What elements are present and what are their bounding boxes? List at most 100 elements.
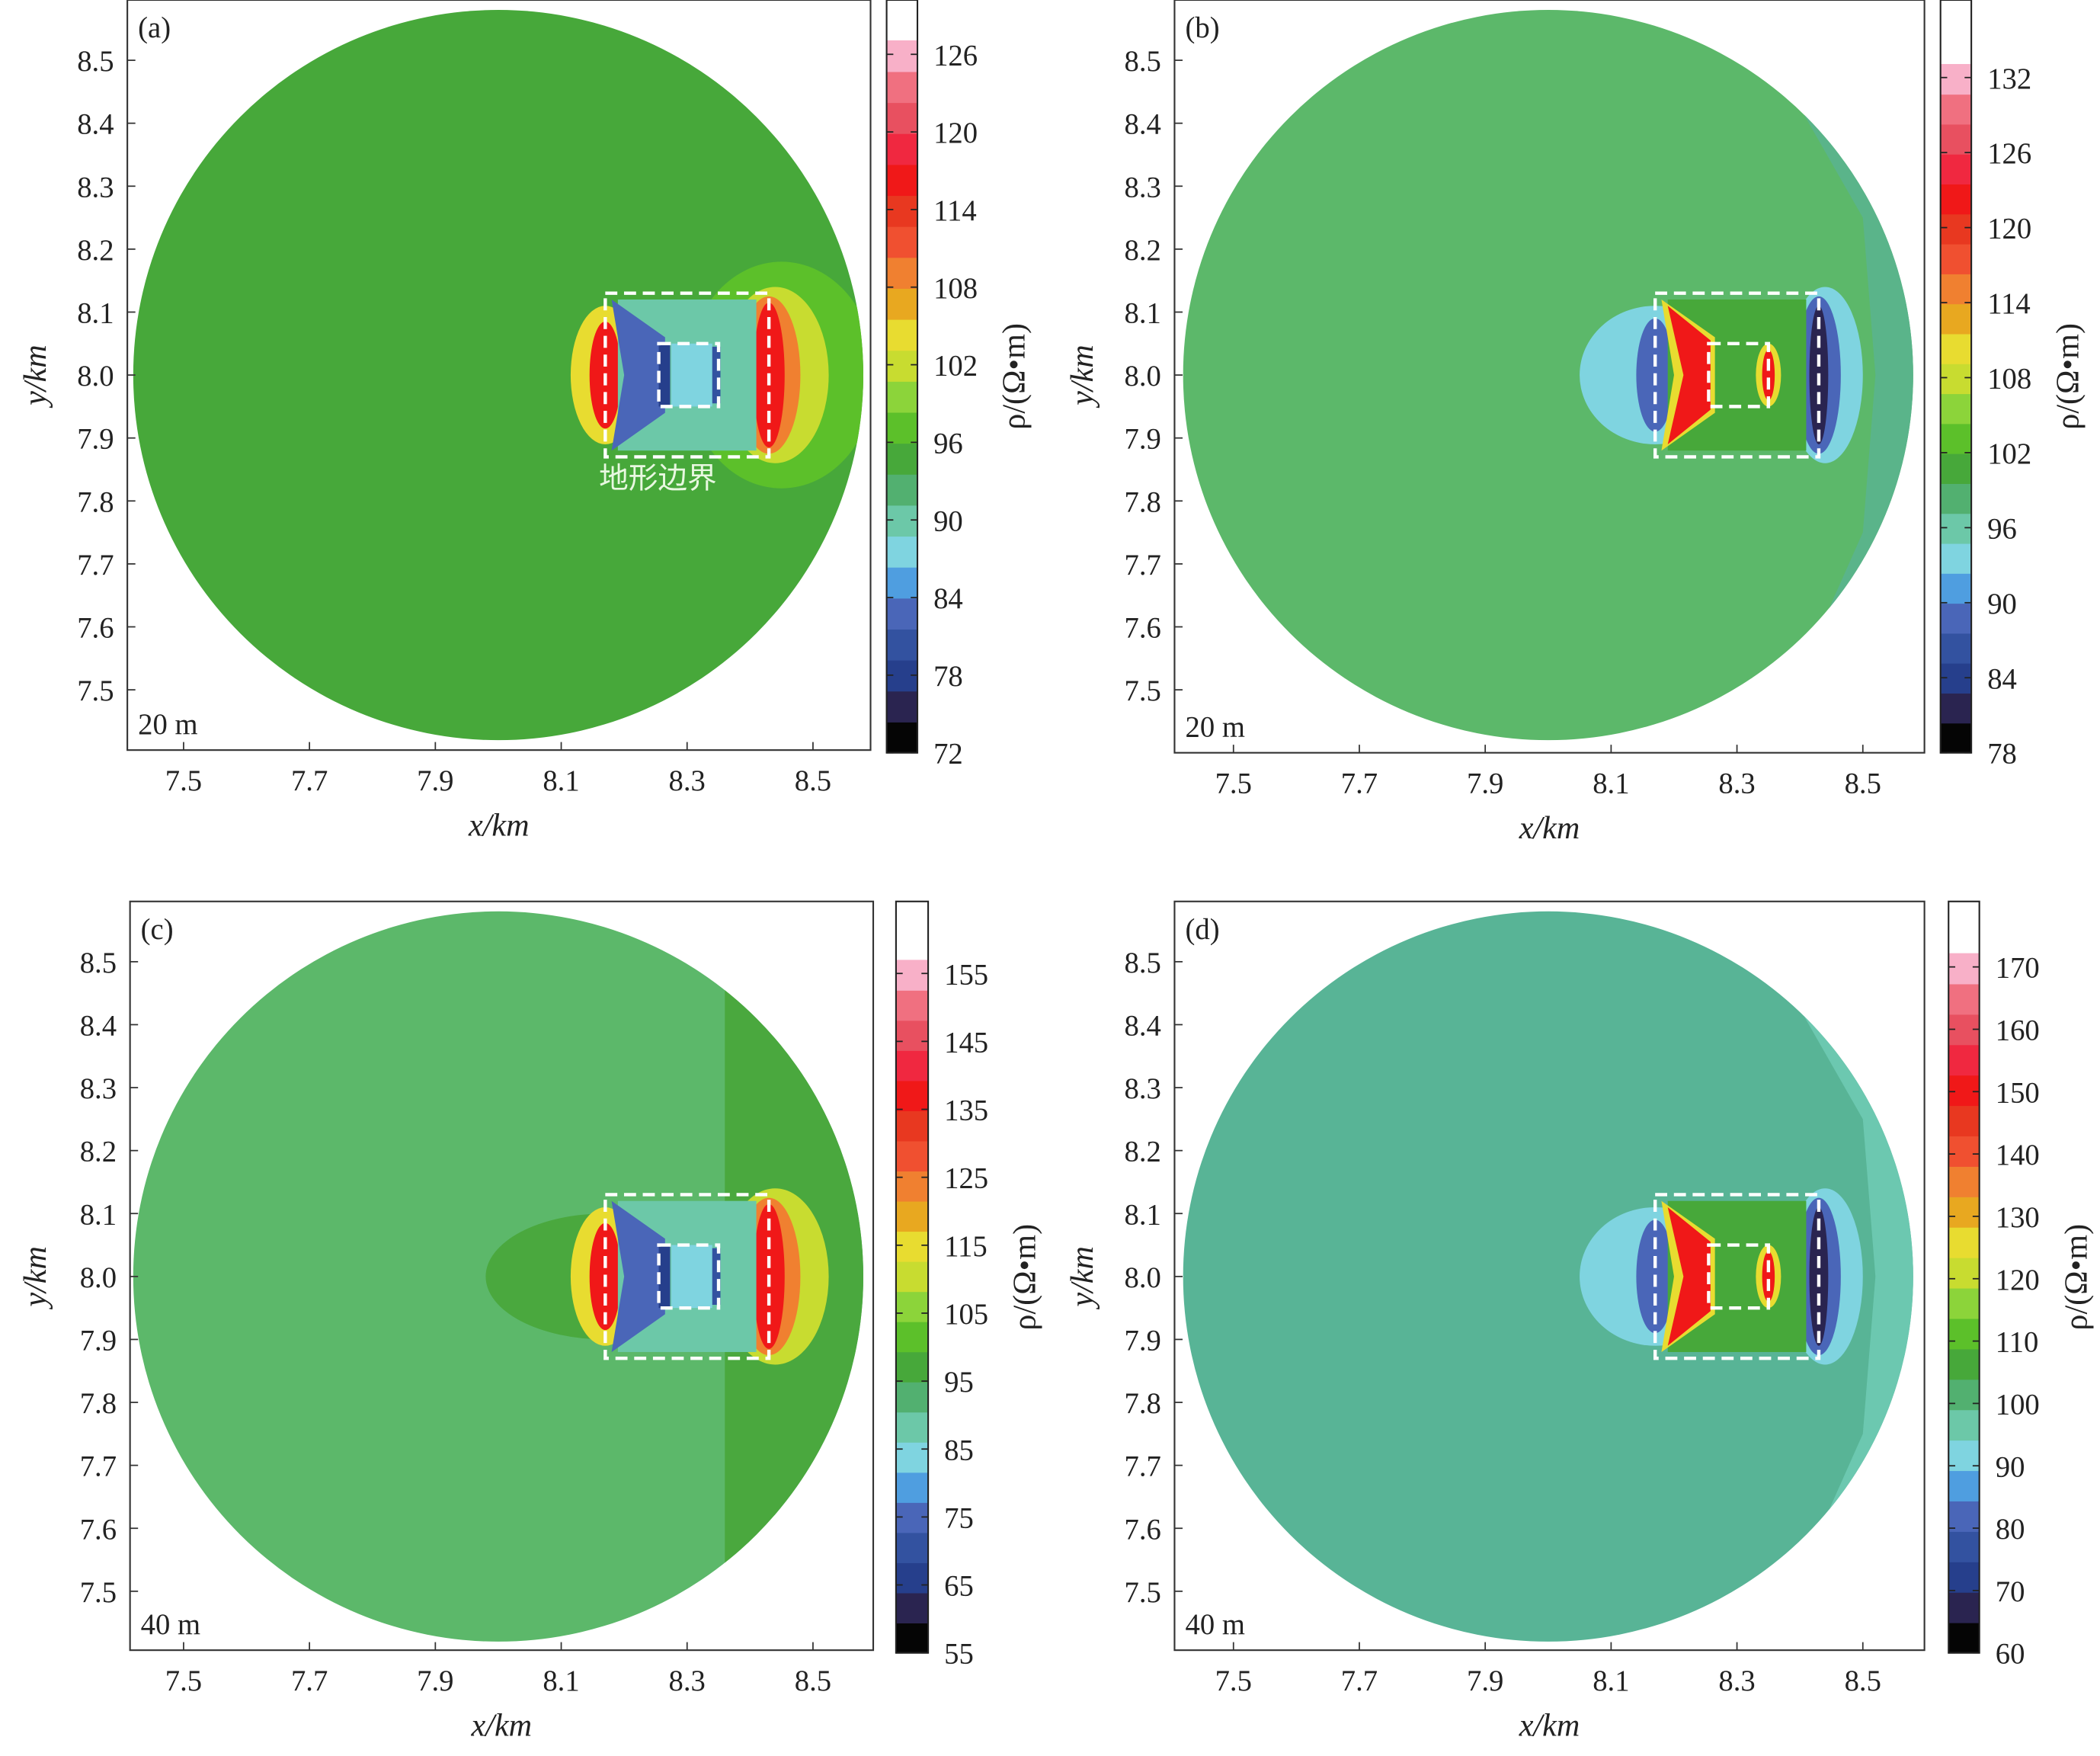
colorbar-segment xyxy=(1940,693,1972,724)
colorbar-segment xyxy=(886,257,918,289)
colorbar-segment xyxy=(1948,1379,1980,1411)
terrain-boundary-inner xyxy=(1707,341,1771,409)
colorbar-segment xyxy=(886,288,918,320)
colorbar-tick-label: 80 xyxy=(1996,1514,2025,1546)
colorbar-tick-label: 78 xyxy=(1987,739,2017,771)
x-tick-label: 7.5 xyxy=(165,765,202,797)
colorbar-tick-label: 105 xyxy=(944,1299,988,1331)
colorbar-segment xyxy=(1948,1196,1980,1228)
y-tick-label: 7.7 xyxy=(1125,550,1161,582)
x-tick-label: 8.1 xyxy=(543,1665,579,1697)
colorbar-segment xyxy=(886,380,918,413)
y-tick-label: 7.8 xyxy=(1125,486,1161,518)
colorbar-tick-label: 72 xyxy=(933,739,963,771)
y-tick-label: 7.7 xyxy=(1125,1451,1161,1483)
y-tick-label: 8.1 xyxy=(1125,298,1161,330)
y-tick-label: 8.2 xyxy=(80,1136,117,1168)
panel-d: 7.5 7.7 7.9 8.1 8.3 8.5 8.5 8.4 8.3 8.2 8.1 8.0 7.9 7… xyxy=(1064,900,2094,1744)
x-tick-label: 8.5 xyxy=(1845,767,1881,799)
terrain-boundary-annotation: 地形边界 xyxy=(599,463,717,495)
colorbar-segment xyxy=(1940,453,1972,484)
colorbar-segment xyxy=(1940,333,1972,364)
colorbar-segment xyxy=(886,536,918,568)
colorbar-segment xyxy=(886,722,918,754)
colorbar-tick-label: 84 xyxy=(1987,663,2017,695)
colorbar-segment xyxy=(1948,1136,1980,1167)
colorbar-segment xyxy=(886,71,918,104)
inner-cyan xyxy=(671,343,712,407)
y-tick-label: 8.1 xyxy=(80,1199,117,1231)
colorbar-segment xyxy=(895,1140,929,1172)
panel-label: (a) xyxy=(138,12,171,44)
inner-cyan xyxy=(671,1245,712,1309)
colorbar-tick-label: 102 xyxy=(933,351,978,383)
colorbar-segment xyxy=(886,598,918,630)
y-tick-label: 7.6 xyxy=(1125,613,1161,645)
y-tick-label: 7.5 xyxy=(77,675,114,707)
colorbar-segment xyxy=(1948,1166,1980,1197)
colorbar-segment xyxy=(1948,1470,1980,1501)
y-tick-label: 8.4 xyxy=(1125,109,1161,141)
colorbar-segment xyxy=(886,473,918,506)
colorbar-segment xyxy=(895,1472,929,1503)
colorbar-tick-label: 108 xyxy=(1987,364,2031,396)
y-tick-label: 7.8 xyxy=(1125,1388,1161,1420)
colorbar-tick-label: 135 xyxy=(944,1095,988,1127)
colorbar-segment xyxy=(886,443,918,475)
colorbar-tick-label: 85 xyxy=(944,1434,974,1466)
colorbar-tick-label: 115 xyxy=(944,1231,988,1263)
resistivity-field xyxy=(133,10,864,741)
colorbar-segment xyxy=(895,1110,929,1142)
y-tick-label: 8.4 xyxy=(77,109,114,141)
colorbar-segment xyxy=(1940,723,1972,754)
colorbar-segment xyxy=(895,1351,929,1383)
x-tick-label: 8.3 xyxy=(1718,767,1755,799)
colorbar: 72 78 84 90 96 102 108 114 120 126 ρ/(Ω•m) xyxy=(885,0,1032,771)
y-tick-label: 8.2 xyxy=(1125,235,1161,267)
colorbar-segment xyxy=(895,1050,929,1081)
colorbar-segment xyxy=(886,691,918,723)
colorbar-segment xyxy=(1940,633,1972,664)
colorbar-segment xyxy=(1940,513,1972,544)
colorbar-segment xyxy=(886,102,918,134)
colorbar-tick-label: 145 xyxy=(944,1027,988,1059)
colorbar-tick-label: 126 xyxy=(933,40,978,72)
colorbar-tick-label: 75 xyxy=(944,1502,974,1534)
colorbar-segment xyxy=(1940,123,1972,155)
colorbar-segment xyxy=(1948,1531,1980,1562)
y-tick-label: 8.0 xyxy=(80,1262,117,1294)
colorbar-segment xyxy=(895,1231,929,1262)
terrain-boundary-outer xyxy=(603,1193,771,1360)
colorbar-segment xyxy=(895,1532,929,1563)
colorbar-segment xyxy=(895,1441,929,1473)
y-tick-label: 8.0 xyxy=(77,360,114,393)
x-tick-label: 7.7 xyxy=(1341,1665,1378,1697)
x-tick-label: 7.7 xyxy=(291,765,328,797)
colorbar-segment xyxy=(1948,1075,1980,1107)
x-tick-label: 7.5 xyxy=(1215,767,1252,799)
colorbar-tick-label: 155 xyxy=(944,959,988,991)
panel-label: (d) xyxy=(1186,914,1220,946)
colorbar-segment xyxy=(895,989,929,1021)
colorbar-tick-label: 65 xyxy=(944,1571,974,1603)
colorbar-segment xyxy=(1948,953,1980,985)
colorbar-segment xyxy=(886,412,918,444)
colorbar-tick-label: 140 xyxy=(1996,1139,2040,1171)
terrain-boundary-outer xyxy=(1653,291,1821,459)
colorbar-segment xyxy=(1948,1044,1980,1076)
colorbar-tick-label: 120 xyxy=(1987,213,2031,245)
colorbar-segment xyxy=(1948,1318,1980,1350)
colorbar-tick-label: 132 xyxy=(1987,63,2031,95)
colorbar-tick-label: 60 xyxy=(1996,1639,2025,1671)
terrain-boundary-inner xyxy=(1707,1243,1771,1310)
colorbar-segment xyxy=(1940,184,1972,215)
colorbar-label: ρ/(Ω•m) xyxy=(1007,1224,1043,1331)
colorbar-segment xyxy=(895,1412,929,1443)
colorbar-segment xyxy=(886,195,918,227)
y-tick-label: 8.5 xyxy=(1125,947,1161,979)
colorbar-segment xyxy=(886,505,918,537)
colorbar-tick-label: 78 xyxy=(933,661,963,693)
panel-b: 7.5 7.7 7.9 8.1 8.3 8.5 8.5 8.4 8.3 8.2 8.1 8.0 7.9 7… xyxy=(1064,0,2086,846)
colorbar-segment xyxy=(895,1321,929,1353)
colorbar-segment xyxy=(895,1623,929,1654)
